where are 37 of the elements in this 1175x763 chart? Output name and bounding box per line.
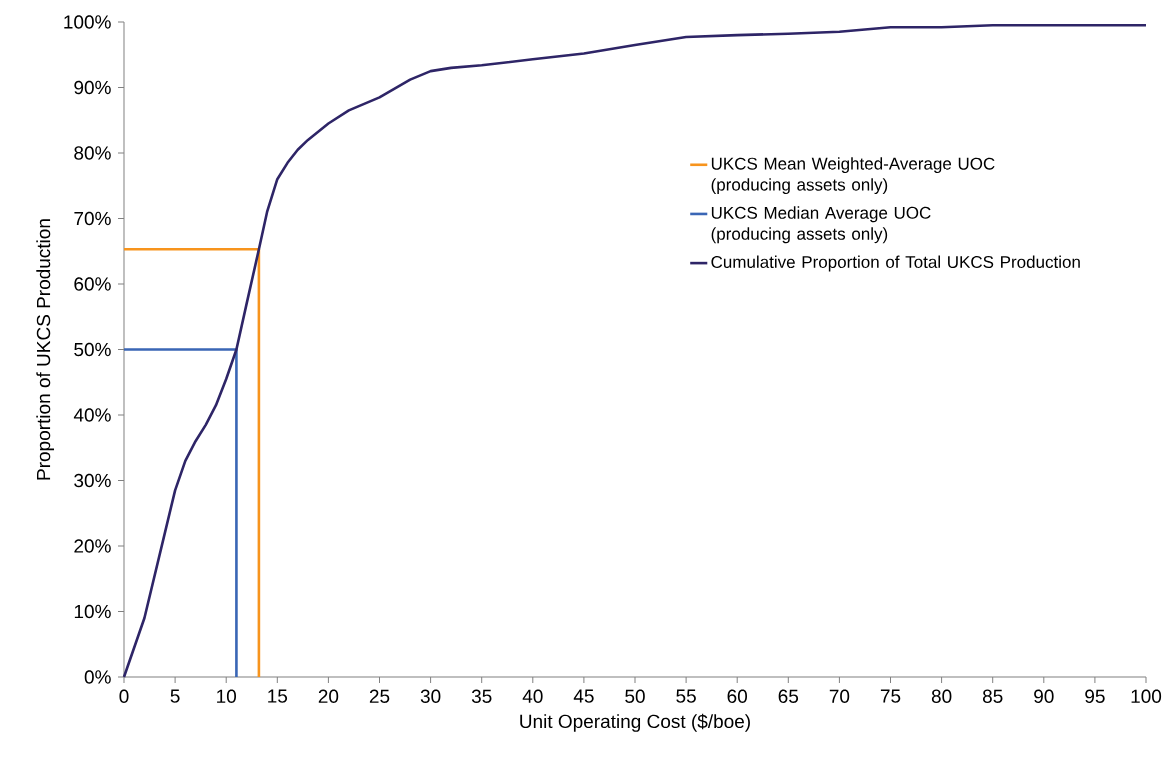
legend-label: UKCS Mean Weighted-Average UOC (producing assets only) bbox=[711, 157, 995, 195]
x-tick-label: 30 bbox=[420, 689, 441, 703]
x-tick-label: 40 bbox=[522, 689, 543, 703]
x-tick-label: 0 bbox=[119, 689, 129, 703]
y-tick-label: 10% bbox=[74, 604, 111, 619]
y-tick-label: 60% bbox=[74, 277, 111, 291]
x-tick-label: 15 bbox=[268, 689, 288, 703]
x-tick-label: 20 bbox=[318, 689, 339, 703]
x-tick-label: 90 bbox=[1034, 689, 1054, 703]
y-tick-label: 40% bbox=[73, 408, 111, 422]
y-tick-label: 20% bbox=[74, 539, 111, 553]
y-tick-label: 80% bbox=[74, 146, 111, 160]
y-tick-label: 100% bbox=[64, 15, 111, 29]
x-tick-label: 60 bbox=[727, 689, 748, 703]
x-tick-label: 50 bbox=[625, 689, 645, 703]
y-tick-label: 90% bbox=[74, 80, 111, 95]
x-tick-label: 80 bbox=[931, 689, 952, 703]
x-tick-label: 85 bbox=[982, 689, 1003, 703]
y-tick-label: 30% bbox=[74, 473, 111, 488]
legend-label: Cumulative Proportion of Total UKCS Production bbox=[711, 255, 1080, 272]
x-tick-label: 75 bbox=[880, 689, 901, 703]
y-axis-title: Proportion of UKCS Production bbox=[36, 219, 54, 480]
y-tick-label: 0% bbox=[84, 670, 111, 684]
x-tick-label: 100 bbox=[1131, 689, 1162, 703]
x-tick-label: 35 bbox=[471, 689, 492, 703]
x-tick-label: 65 bbox=[778, 689, 799, 703]
x-tick-label: 70 bbox=[829, 689, 850, 703]
x-axis-title: Unit Operating Cost ($/boe) bbox=[520, 713, 750, 732]
x-tick-label: 95 bbox=[1085, 689, 1105, 703]
x-tick-label: 45 bbox=[573, 689, 594, 703]
legend-label: UKCS Median Average UOC (producing assets only) bbox=[711, 206, 931, 244]
y-tick-label: 50% bbox=[74, 342, 111, 357]
x-tick-label: 5 bbox=[170, 689, 180, 703]
y-tick-label: 70% bbox=[74, 211, 111, 226]
x-tick-label: 10 bbox=[217, 689, 237, 703]
x-tick-label: 55 bbox=[676, 689, 696, 703]
x-tick-label: 25 bbox=[369, 689, 390, 703]
